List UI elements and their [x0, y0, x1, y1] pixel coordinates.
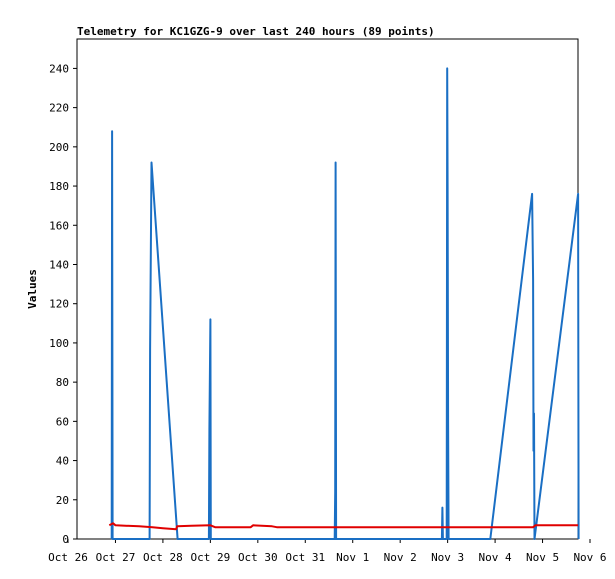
series-line-2 [108, 522, 579, 531]
y-tick-label: 60 [56, 415, 69, 428]
y-tick-label: 100 [49, 337, 69, 350]
y-tick-label: 120 [49, 298, 69, 311]
x-tick-label: Nov 1 [336, 551, 369, 564]
y-tick-label: 0 [62, 533, 69, 546]
x-tick-label: Oct 29 [190, 551, 230, 564]
x-axis: Oct 26 Oct 27 Oct 28 Oct 29 Oct 30 Oct 31 Nov … [48, 539, 607, 564]
x-tick-label: Nov 5 [526, 551, 559, 564]
y-axis-label: Values [26, 269, 39, 309]
x-tick-label: Oct 30 [238, 551, 278, 564]
y-tick-label: 180 [49, 180, 69, 193]
y-axis: 0 20 40 60 80 100 120 140 160 180 200 220 240 [49, 62, 77, 546]
y-tick-label: 240 [49, 62, 69, 75]
y-tick-label: 200 [49, 141, 69, 154]
x-tick-label: Nov 3 [431, 551, 464, 564]
x-tick-label: Oct 28 [143, 551, 183, 564]
y-tick-label: 80 [56, 376, 69, 389]
x-tick-label: Oct 31 [285, 551, 325, 564]
plot-frame [76, 38, 579, 540]
chart-title: Telemetry for KC1GZG-9 over last 240 hou… [77, 25, 435, 38]
y-tick-label: 20 [56, 494, 69, 507]
y-tick-label: 160 [49, 219, 69, 232]
y-tick-label: 140 [49, 258, 69, 271]
x-tick-label: Nov 4 [479, 551, 512, 564]
y-tick-label: 220 [49, 102, 69, 115]
x-tick-label: Nov 6 [573, 551, 606, 564]
x-tick-label: Oct 27 [96, 551, 136, 564]
y-tick-label: 40 [56, 455, 69, 468]
x-tick-label: Oct 26 [48, 551, 88, 564]
series-layer [108, 67, 580, 540]
series-line-1 [110, 67, 580, 540]
x-tick-label: Nov 2 [384, 551, 417, 564]
